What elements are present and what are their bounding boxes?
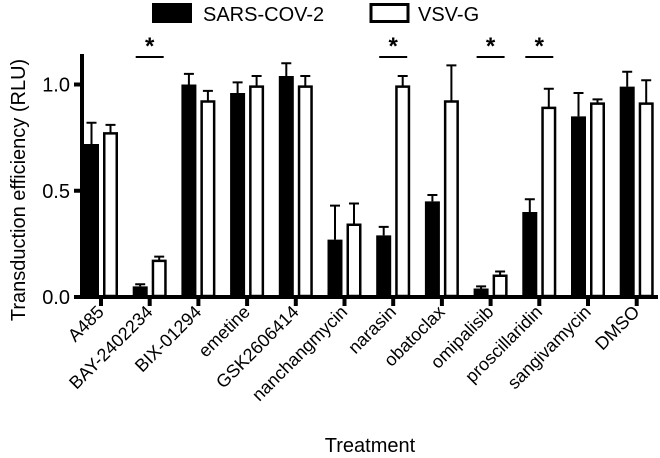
bar-vsv-g bbox=[590, 102, 605, 298]
y-tick-label: 1.0 bbox=[42, 75, 70, 97]
bar-vsv-g bbox=[103, 132, 118, 298]
bar-vsv-g bbox=[638, 102, 654, 298]
bar-sars-cov-2 bbox=[424, 201, 440, 297]
bar-sars-cov-2 bbox=[327, 239, 343, 297]
bar-sars-cov-2 bbox=[473, 288, 489, 297]
y-tick-label: 0.5 bbox=[42, 181, 70, 203]
bar-vsv-g bbox=[200, 100, 216, 298]
bar-vsv-g bbox=[346, 223, 362, 298]
bar-vsv-g bbox=[297, 85, 313, 298]
bar-vsv-g bbox=[249, 85, 265, 298]
y-axis-label: Transduction efficiency (RLU) bbox=[8, 59, 30, 321]
bar-sars-cov-2 bbox=[522, 212, 538, 297]
x-axis-label: Treatment bbox=[325, 435, 416, 457]
bar-sars-cov-2 bbox=[181, 84, 197, 297]
bar-sars-cov-2 bbox=[619, 86, 635, 297]
bar-vsv-g bbox=[151, 259, 167, 298]
bar-sars-cov-2 bbox=[571, 116, 586, 297]
bar-sars-cov-2 bbox=[376, 235, 392, 297]
bar-sars-cov-2 bbox=[132, 286, 148, 297]
significance-marker: * bbox=[535, 33, 545, 60]
x-tick-label: DMSO bbox=[591, 302, 643, 354]
legend-label-vsv-g: VSV-G bbox=[418, 4, 479, 26]
legend: SARS-COV-2 VSV-G bbox=[152, 3, 479, 26]
legend-label-sars-cov-2: SARS-COV-2 bbox=[203, 4, 324, 26]
legend-swatch-vsv-g bbox=[369, 3, 410, 23]
bar-vsv-g bbox=[541, 106, 557, 298]
significance-marker: * bbox=[389, 33, 399, 60]
y-tick-label: 0.0 bbox=[42, 287, 70, 309]
bar-vsv-g bbox=[443, 100, 459, 298]
bar-sars-cov-2 bbox=[278, 76, 294, 297]
x-tick-label: A485 bbox=[64, 302, 108, 346]
bar-vsv-g bbox=[492, 274, 508, 298]
bar-sars-cov-2 bbox=[84, 144, 99, 297]
bar-vsv-g bbox=[395, 85, 411, 298]
bar-sars-cov-2 bbox=[230, 93, 246, 297]
legend-swatch-sars-cov-2 bbox=[152, 3, 192, 23]
significance-marker: * bbox=[486, 33, 496, 60]
significance-marker: * bbox=[145, 33, 155, 60]
